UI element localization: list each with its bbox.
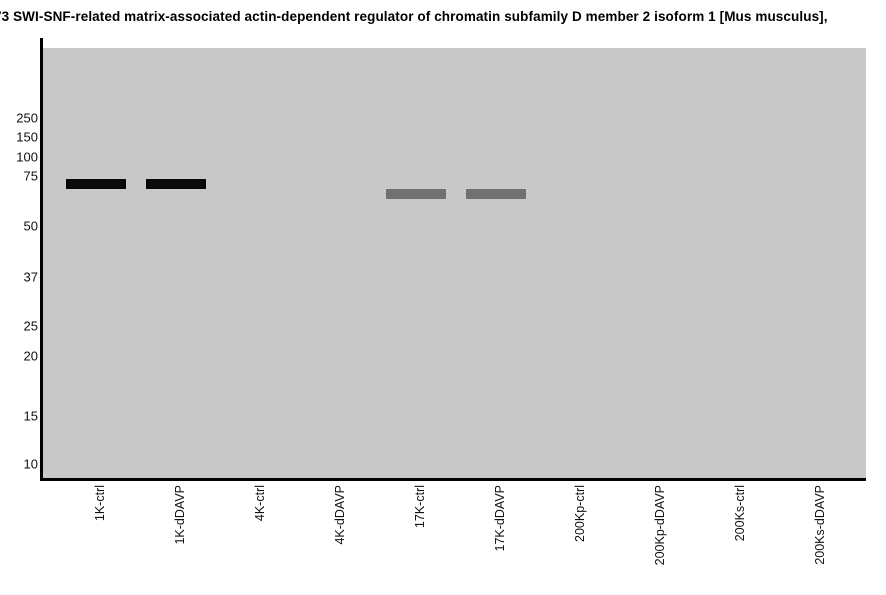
- mw-marker-label: 20: [23, 348, 38, 364]
- protein-band: [466, 189, 526, 199]
- lane-label: 1K-dDAVP: [173, 485, 187, 545]
- mw-marker-label: 37: [23, 269, 38, 285]
- mw-marker-label: 100: [16, 149, 38, 165]
- lane-label: 200Ks-dDAVP: [813, 485, 827, 565]
- lane-label: 1K-ctrl: [93, 485, 107, 522]
- y-axis-line: [40, 38, 43, 481]
- protein-band: [386, 189, 446, 199]
- mw-marker-label: 250: [16, 110, 38, 126]
- lane-label: 200Kp-ctrl: [573, 485, 587, 542]
- mw-marker-label: 150: [16, 129, 38, 145]
- lane-label: 4K-ctrl: [253, 485, 267, 522]
- lane-label: 200Ks-ctrl: [733, 485, 747, 542]
- x-axis-line: [40, 478, 866, 481]
- lane-label: 4K-dDAVP: [333, 485, 347, 545]
- lane-label: 17K-ctrl: [413, 485, 427, 529]
- protein-band: [146, 179, 206, 189]
- lane-label: 200Kp-dDAVP: [653, 485, 667, 566]
- mw-marker-label: 75: [23, 168, 38, 184]
- mw-marker-label: 10: [23, 456, 38, 472]
- figure-title: 73 SWI-SNF-related matrix-associated act…: [0, 9, 828, 24]
- protein-band: [66, 179, 126, 189]
- lane-label: 17K-dDAVP: [493, 485, 507, 552]
- mw-marker-label: 50: [23, 218, 38, 234]
- mw-marker-label: 25: [23, 318, 38, 334]
- mw-marker-label: 15: [23, 408, 38, 424]
- gel-panel: [43, 48, 866, 478]
